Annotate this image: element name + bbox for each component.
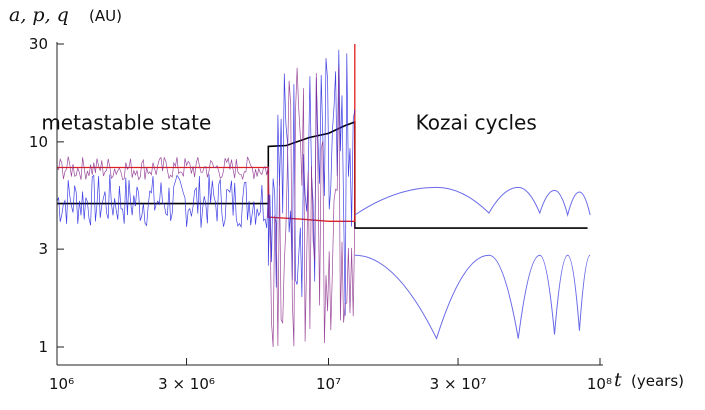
- annotation-label: Kozai cycles: [416, 110, 537, 134]
- x-tick-label: 10⁶: [49, 375, 74, 393]
- x-tick-label: 10⁷: [316, 375, 341, 393]
- x-ticks: 10⁶ 3 × 10⁶ 10⁷ 3 × 10⁷ 10⁸: [49, 358, 612, 393]
- series-layer: [56, 44, 591, 348]
- y-tick-label: 10: [29, 133, 48, 151]
- x-axis-unit: (years): [631, 372, 684, 390]
- y-tick-label: 3: [38, 240, 48, 258]
- x-tick-label: 3 × 10⁷: [430, 375, 487, 393]
- annotation-label: metastable state: [41, 110, 211, 134]
- x-axis-title: t: [614, 369, 622, 391]
- series-line-kozai-upper: [354, 186, 591, 217]
- y-tick-label: 30: [29, 35, 48, 53]
- y-tick-label: 1: [38, 338, 48, 356]
- series-line-semimajor_axis: [57, 120, 588, 229]
- y-ticks: 1 3 10 30: [29, 35, 64, 356]
- axes: 10⁶ 3 × 10⁶ 10⁷ 3 × 10⁷ 10⁸ 1 3 10 30: [29, 35, 612, 393]
- plot-area: 10⁶ 3 × 10⁶ 10⁷ 3 × 10⁷ 10⁸ 1 3 10 30 metastabl…: [29, 35, 612, 393]
- series-line-purple: [56, 66, 356, 348]
- series-line-aphelion_blue: [56, 49, 356, 316]
- x-tick-label: 10⁸: [587, 375, 612, 393]
- y-axis-unit: (AU): [89, 7, 122, 25]
- annotations: metastable state Kozai cycles: [41, 110, 536, 134]
- y-axis-title: a, p, q: [9, 4, 69, 26]
- series-line-kozai-lower: [354, 254, 591, 340]
- x-tick-label: 3 × 10⁶: [158, 375, 215, 393]
